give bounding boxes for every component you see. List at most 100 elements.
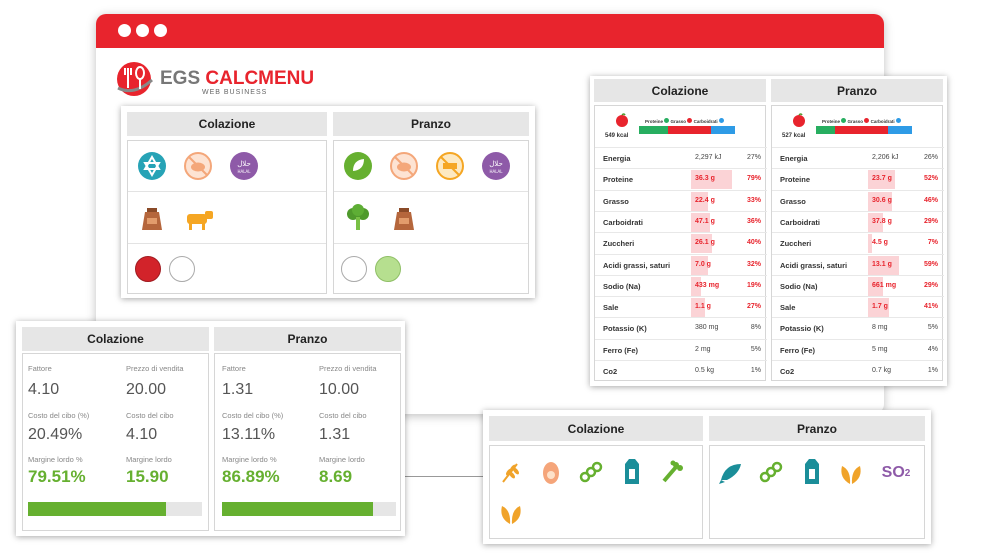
nuts-icon — [497, 498, 525, 526]
nutrient-percent: 40% — [746, 239, 761, 247]
factor-value: 1.31 — [222, 381, 254, 398]
gross-margin-pct-value: 79.51% — [28, 467, 86, 486]
sack-icon — [137, 203, 167, 233]
window-dot-maximize[interactable] — [154, 24, 167, 37]
window-dot-close[interactable] — [118, 24, 131, 37]
nutrient-label: Co2 — [780, 367, 795, 376]
nuts-icon — [837, 458, 865, 486]
nutrient-percent: 79% — [746, 175, 761, 183]
brand-logo[interactable]: EGS CALCMENU WEB BUSINESS — [114, 60, 314, 100]
cow-icon — [183, 203, 215, 233]
nutrient-value: 2,297 kJ — [695, 154, 722, 161]
nutrition-bar — [868, 276, 884, 296]
nutrient-percent: 27% — [746, 154, 761, 161]
nutrition-row: Sodio (Na) 433 mg 19% — [595, 274, 767, 296]
nutrient-percent: 1% — [927, 367, 938, 374]
nutrient-value: 8 mg — [872, 324, 888, 332]
nutrient-value: 30.6 g — [872, 196, 892, 204]
nutrition-row: Grasso 22.4 g 33% — [595, 189, 767, 211]
food-cost-label: Costo del cibo — [126, 411, 174, 420]
food-cost-pct-label: Costo del cibo (%) — [28, 411, 90, 420]
brand-logo-icon — [117, 62, 153, 96]
nutrition-bar — [691, 298, 706, 318]
finance-col-colazione — [22, 353, 209, 531]
halal-icon: حلال HALAL — [229, 151, 259, 181]
nutrition-row: Zuccheri 26.1 g 40% — [595, 232, 767, 254]
celery-icon — [657, 458, 685, 486]
fish-icon — [717, 458, 747, 486]
nutrient-value: 433 mg — [695, 281, 720, 289]
nutrient-label: Energia — [780, 154, 808, 163]
nutrient-value: 5 mg — [872, 345, 888, 353]
nutrient-percent: 5% — [927, 324, 938, 332]
diet-col-head-colazione: Colazione — [127, 112, 327, 136]
nutrient-label: Co2 — [603, 367, 618, 376]
nutrient-label: Sodio (Na) — [780, 281, 818, 291]
nutrient-value: 23.7 g — [872, 175, 892, 183]
nutrition-row: Acidi grassi, saturi 13.1 g 59% — [772, 253, 944, 275]
nutrition-bar — [868, 170, 896, 190]
vegetarian-leaf-icon — [343, 151, 373, 181]
nutrient-percent: 7% — [927, 239, 938, 247]
nutrient-percent: 5% — [750, 345, 761, 353]
nutrient-value: 2,206 kJ — [872, 154, 899, 161]
nutrition-bar — [691, 234, 712, 254]
nutrient-percent: 29% — [923, 281, 938, 289]
nutrition-col-head-pranzo: Pranzo — [771, 79, 943, 102]
nutrient-label: Ferro (Fe) — [603, 345, 639, 355]
nutrient-label: Sodio (Na) — [603, 281, 641, 291]
kcal-label: 527 kcal — [782, 133, 806, 139]
halal-icon: حلال HALAL — [481, 151, 511, 181]
diet-color-circle — [375, 256, 401, 282]
allergen-col-pranzo — [709, 445, 925, 539]
egg-icon — [537, 458, 565, 486]
nutrient-value: 1.1 g — [695, 303, 711, 311]
nutrition-row: Sodio (Na) 661 mg 29% — [772, 274, 944, 296]
nutrient-label: Ferro (Fe) — [780, 345, 816, 355]
nutrition-row: Ferro (Fe) 2 mg 5% — [595, 338, 767, 360]
nutrition-row: Proteine 23.7 g 52% — [772, 168, 944, 190]
nutrition-row: Energia 2,297 kJ 27% — [595, 147, 767, 168]
nutrient-value: 22.4 g — [695, 196, 715, 204]
food-cost-label: Costo del cibo — [319, 411, 367, 420]
allergen-panel: Colazione Pranzo SO 2 — [483, 410, 931, 544]
svg-text:حلال: حلال — [237, 160, 251, 168]
nutrient-percent: 59% — [923, 260, 938, 268]
nutrition-bar — [868, 212, 884, 232]
wheat-icon — [497, 458, 525, 486]
nutrient-percent: 19% — [746, 281, 761, 289]
nutrient-label: Zuccheri — [780, 239, 812, 249]
nutrient-label: Potassio (K) — [603, 324, 647, 334]
nutrition-row: Sale 1.7 g 41% — [772, 296, 944, 318]
gross-margin-pct-value: 86.89% — [222, 467, 280, 486]
nutrient-percent: 52% — [923, 175, 938, 183]
factor-value: 4.10 — [28, 381, 60, 398]
nutrition-bar — [868, 298, 890, 318]
sale-price-value: 20.00 — [126, 381, 167, 398]
nutrition-row: Co2 0.7 kg 1% — [772, 360, 944, 381]
food-cost-pct-value: 13.11% — [222, 426, 276, 443]
nutrient-percent: 8% — [750, 324, 761, 332]
nutrient-percent: 46% — [923, 196, 938, 204]
nutrition-col-pranzo: 527 kcal Proteine Grasso Carboidrati Ene… — [771, 105, 944, 381]
kosher-icon — [137, 151, 167, 181]
macro-split-bar — [639, 126, 735, 134]
lupin-icon — [577, 458, 605, 486]
nutrient-label: Proteine — [780, 175, 811, 185]
svg-text:HALAL: HALAL — [489, 169, 503, 174]
svg-text:HALAL: HALAL — [237, 169, 251, 174]
finance-col-head-colazione: Colazione — [22, 327, 209, 351]
finance-panel: Colazione Pranzo Fattore Prezzo di vendi… — [16, 321, 405, 536]
nutrient-value: 0.7 kg — [872, 367, 892, 374]
lupin-icon — [757, 458, 785, 486]
diet-color-circle — [341, 256, 367, 282]
allergen-col-colazione — [489, 445, 703, 539]
nutrition-row: Potassio (K) 8 mg 5% — [772, 317, 944, 338]
nutrient-percent: 1% — [750, 367, 761, 374]
window-dot-minimize[interactable] — [136, 24, 149, 37]
diet-col-head-pranzo: Pranzo — [333, 112, 529, 136]
nutrition-col-colazione: 549 kcal Proteine Grasso Carboidrati Ene… — [594, 105, 767, 381]
svg-text:حلال: حلال — [489, 160, 503, 168]
nutrient-label: Carboidrati — [780, 217, 821, 227]
gross-margin-pct-label: Margine lordo % — [222, 455, 277, 464]
